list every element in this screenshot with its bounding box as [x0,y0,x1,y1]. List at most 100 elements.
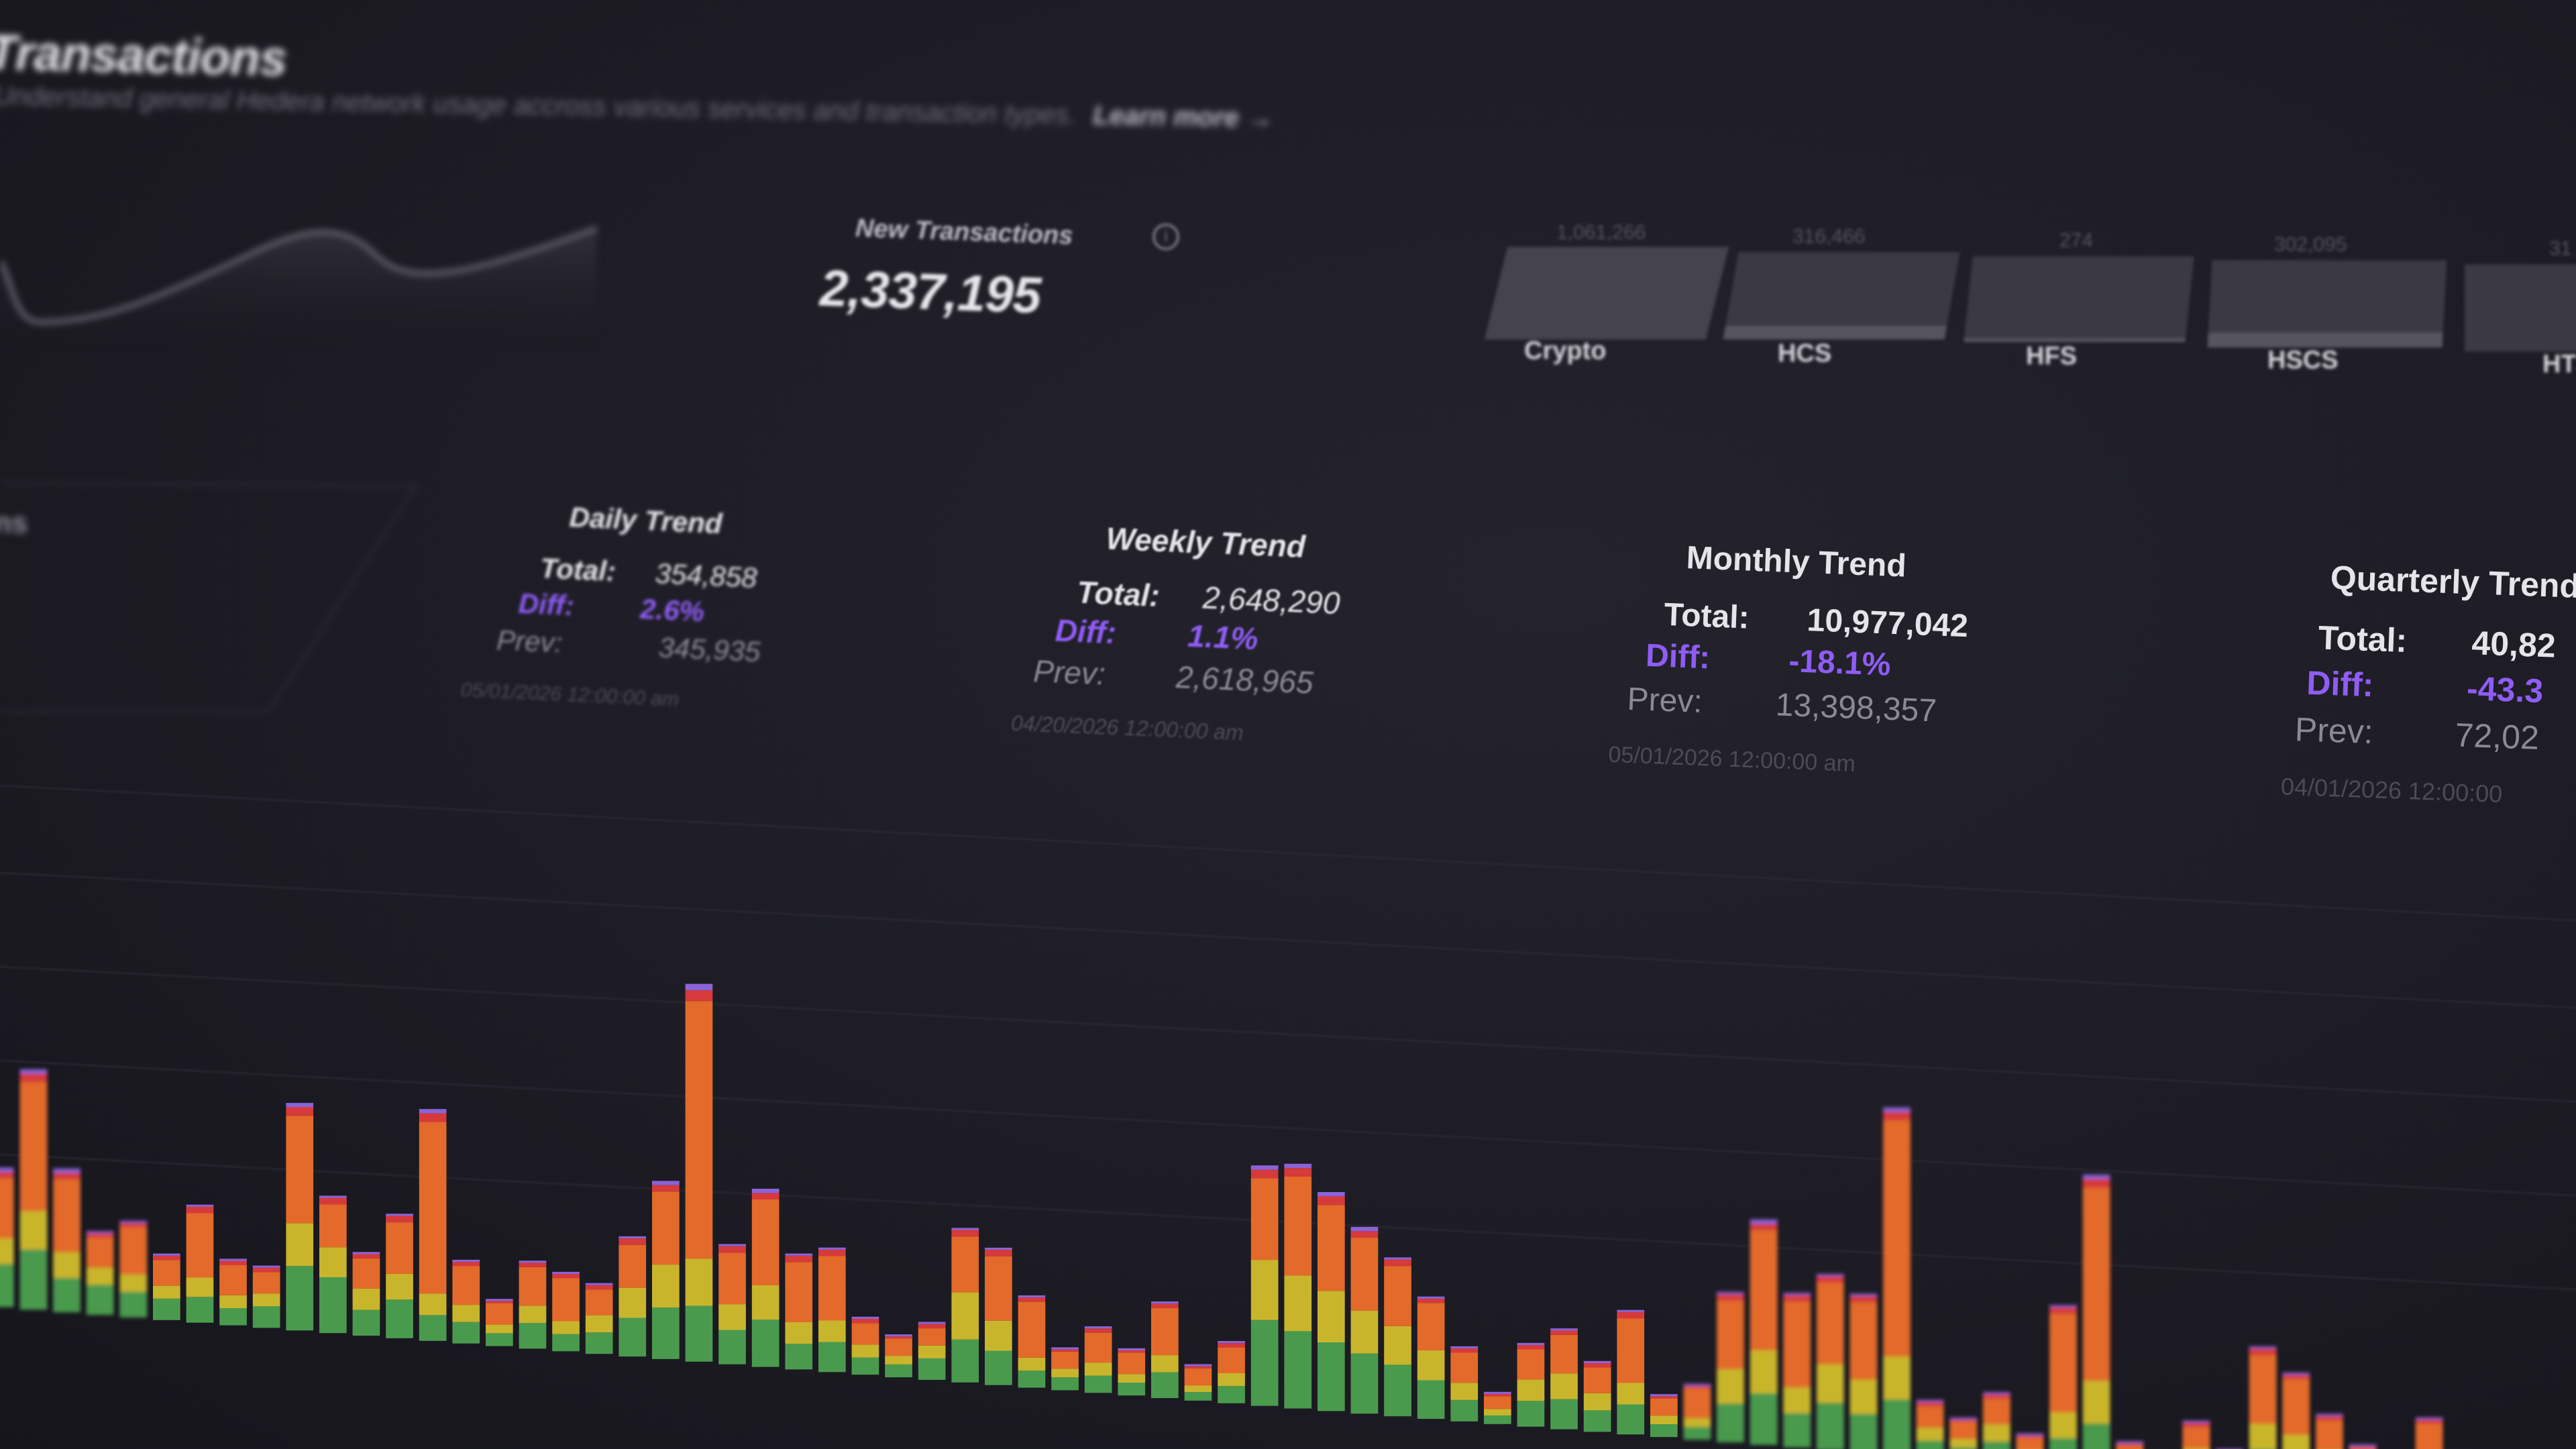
stacked-bar[interactable] [153,1253,180,1320]
stacked-bar[interactable] [1949,1417,1978,1449]
stacked-bar[interactable] [386,1214,413,1338]
bar-segment [86,1267,114,1285]
stacked-bar[interactable] [552,1271,580,1352]
stacked-bar[interactable] [1517,1342,1545,1427]
stacked-bar[interactable] [1118,1348,1146,1396]
stacked-bar[interactable] [718,1244,746,1364]
stacked-bar[interactable] [2049,1305,2077,1449]
bar-segment [1450,1348,1479,1353]
stacked-bar[interactable] [951,1228,979,1383]
stacked-bar[interactable] [1650,1394,1678,1438]
stacked-bar[interactable] [1717,1291,1744,1442]
stacked-bar[interactable] [1450,1346,1479,1421]
stacked-bar[interactable] [1350,1226,1379,1414]
stacked-bar[interactable] [1384,1257,1411,1417]
stacked-bar[interactable] [751,1189,780,1367]
stacked-bar[interactable] [1484,1391,1511,1424]
stacked-bar[interactable] [2016,1433,2044,1449]
service-hfs[interactable]: 274 HFS [1952,229,2194,390]
info-icon[interactable]: i [1152,223,1179,250]
stacked-bar[interactable] [352,1252,380,1336]
bar-segment [2082,1179,2110,1188]
bar-segment [1883,1107,1911,1112]
stacked-bar[interactable] [2415,1417,2443,1449]
stacked-bar[interactable] [2282,1373,2310,1449]
stacked-bar[interactable] [1250,1165,1279,1406]
stacked-bar[interactable] [452,1259,480,1344]
stacked-bar[interactable] [885,1334,912,1378]
stacked-bar[interactable] [486,1299,513,1346]
stacked-bar[interactable] [1883,1107,1911,1449]
stacked-bar[interactable] [252,1265,280,1328]
service-hcs[interactable]: 316,466 HCS [1711,225,1960,386]
bar-segment [552,1278,580,1322]
stacked-bar[interactable] [86,1231,114,1316]
bar-segment [685,1001,713,1259]
stacked-bar[interactable] [1184,1364,1212,1401]
stacked-bar[interactable] [1617,1309,1645,1435]
stacked-bar[interactable] [2316,1413,2343,1449]
stacked-bar[interactable] [652,1181,680,1359]
stacked-bar[interactable] [1983,1392,2010,1449]
stacked-bar[interactable] [0,1167,14,1307]
stacked-bar[interactable] [1151,1301,1179,1399]
stacked-bar[interactable] [1051,1347,1079,1391]
bar-segment [1517,1401,1545,1427]
stacked-bar[interactable] [2249,1346,2277,1449]
bar-segment [386,1214,413,1216]
stacked-bar[interactable] [1417,1296,1445,1419]
bar-segment [186,1204,214,1207]
stacked-bar[interactable] [1284,1163,1312,1409]
stacked-bar[interactable] [219,1258,247,1326]
stacked-bar[interactable] [785,1253,813,1370]
stacked-bar[interactable] [419,1109,447,1341]
bar-segment [1717,1403,1744,1442]
stacked-bar[interactable] [1750,1219,1778,1445]
stacked-bar[interactable] [1783,1293,1811,1448]
stacked-bar[interactable] [1849,1293,1878,1449]
stacked-bar[interactable] [619,1236,647,1357]
stacked-bar[interactable] [19,1069,48,1310]
stacked-bar[interactable] [1683,1383,1711,1440]
stacked-bar[interactable] [286,1103,314,1331]
stacked-bar[interactable] [1218,1341,1245,1403]
service-hscs[interactable]: 302,095 HSCS [2200,233,2447,394]
sparkline-line [0,225,598,325]
stacked-bar[interactable] [685,983,713,1362]
stacked-bar[interactable] [119,1220,148,1318]
stacked-bar[interactable] [319,1195,347,1334]
stacked-bar[interactable] [1916,1399,1944,1449]
stacked-bar[interactable] [1550,1328,1578,1430]
stacked-bar[interactable] [53,1168,80,1313]
bar-segment [619,1287,647,1318]
stacked-bar[interactable] [1018,1295,1046,1388]
stacked-bar[interactable] [2182,1420,2210,1449]
stacked-bar[interactable] [985,1247,1012,1385]
bar-segment [252,1265,280,1268]
stacked-bar[interactable] [2116,1441,2144,1449]
bar-segment [2049,1313,2077,1413]
stacked-bar[interactable] [918,1322,946,1380]
bar-segment [252,1267,280,1273]
bar-segment [818,1342,846,1373]
stacked-bar[interactable] [2082,1175,2110,1449]
stacked-bar[interactable] [1318,1192,1345,1411]
bar-segment [519,1323,547,1349]
stacked-bar[interactable] [818,1247,846,1373]
stacked-bar[interactable] [519,1260,547,1349]
bar-segment [1583,1410,1611,1432]
stacked-bar[interactable] [585,1283,613,1354]
bar-segment [1184,1368,1212,1386]
service-crypto[interactable]: 1,061,266 Crypto [1476,221,1729,382]
bar-segment [352,1254,380,1258]
bar-segment [2016,1433,2044,1436]
stacked-bar[interactable] [186,1204,214,1323]
stacked-bar[interactable] [1583,1360,1611,1432]
stacked-bar[interactable] [1084,1326,1112,1393]
bar-segment [1617,1311,1645,1319]
service-hts[interactable]: 31 HTS [2455,237,2576,398]
bar-segment [585,1285,613,1290]
stacked-bar[interactable] [851,1316,879,1375]
stacked-bar[interactable] [2349,1444,2377,1449]
stacked-bar[interactable] [1817,1274,1844,1449]
